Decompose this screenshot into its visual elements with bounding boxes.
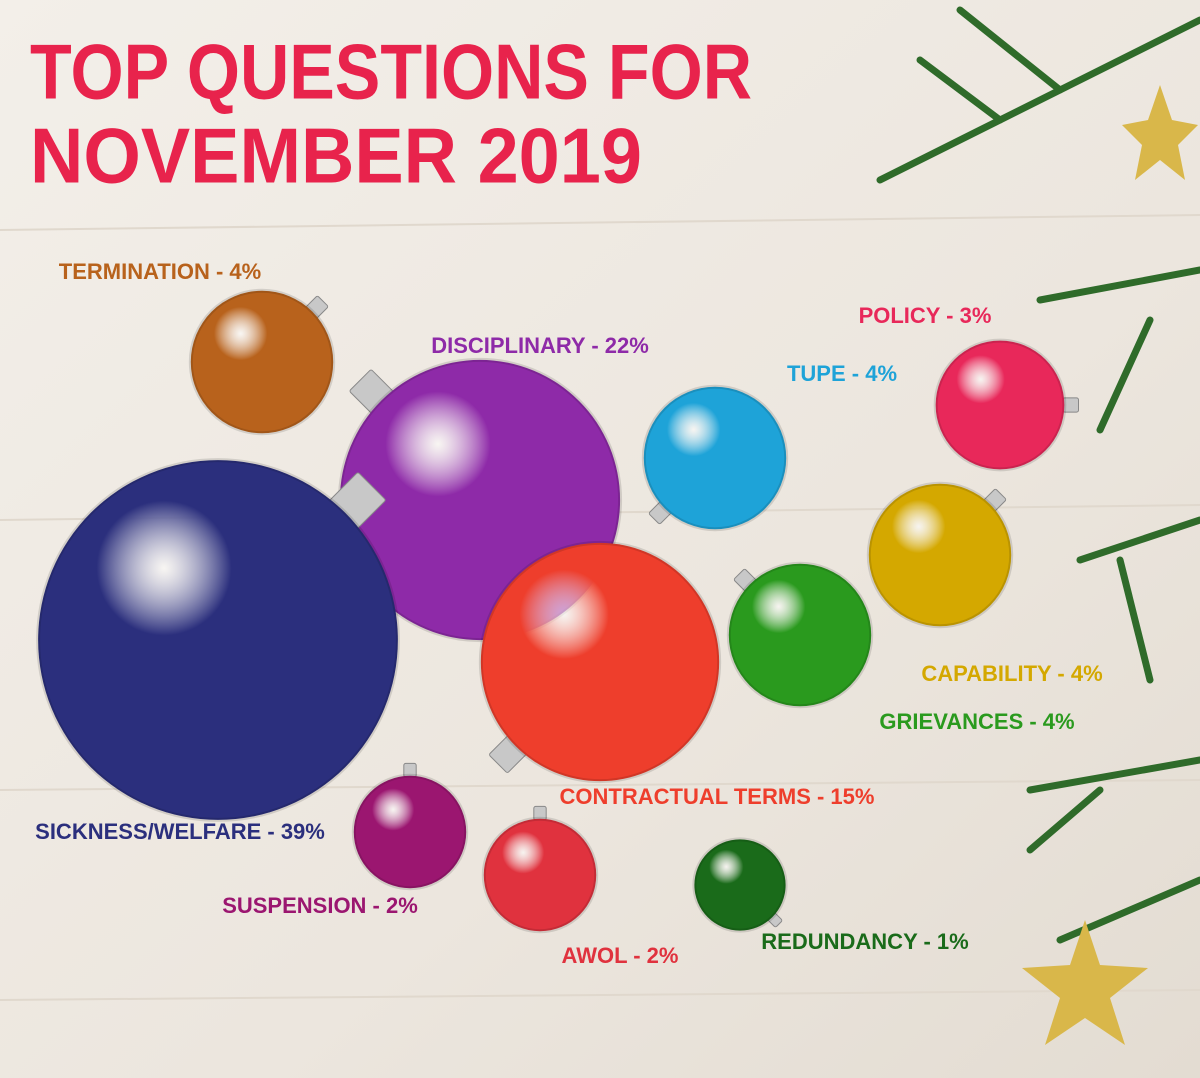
ornament-ball [728,563,872,707]
ornament-shade [351,773,469,891]
ornament-shade [641,384,789,532]
gold-star [1022,920,1148,1045]
ornament-ball [480,542,720,782]
value-label: TUPE - 4% [787,361,897,386]
ornament-ball [190,290,334,434]
ornament-ball [353,775,467,889]
ornament-shade [692,837,788,933]
value-label: REDUNDANCY - 1% [761,929,968,954]
ornament-shade [478,540,722,784]
ornament-shade [481,816,599,934]
title-line: TOP QUESTIONS FOR [30,28,752,116]
ornament-ball [694,839,786,931]
ornament-ball [38,460,398,820]
pine-branches [876,6,1200,944]
value-label: GRIEVANCES - 4% [879,709,1074,734]
value-label: CONTRACTUAL TERMS - 15% [560,784,875,809]
value-label: SUSPENSION - 2% [222,893,418,918]
value-label: CAPABILITY - 4% [921,661,1102,686]
ornament-shade [36,458,400,822]
ornament-ball [643,386,787,530]
title-line: NOVEMBER 2019 [30,112,642,200]
value-label: TERMINATION - 4% [59,259,261,284]
value-label: SICKNESS/WELFARE - 39% [35,819,325,844]
ornament-shade [933,338,1067,472]
ornament-shade [866,481,1014,629]
value-label: DISCIPLINARY - 22% [431,333,649,358]
ornament-shade [188,288,336,436]
ornament-ball [483,818,597,932]
ornament-ball [868,483,1012,627]
ornament-ball [935,340,1065,470]
gold-star [1122,85,1198,180]
value-label: POLICY - 3% [859,303,992,328]
ornament-shade [726,561,874,709]
value-label: AWOL - 2% [562,943,679,968]
